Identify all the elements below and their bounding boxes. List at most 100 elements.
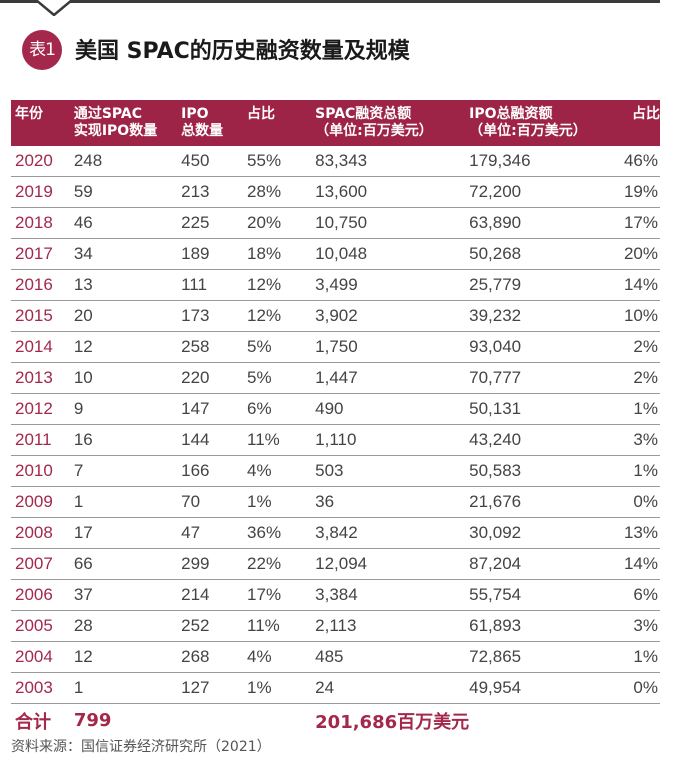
- table-cell: 12%: [247, 300, 316, 332]
- table-cell: 485: [315, 641, 470, 673]
- column-header-line2: 实现IPO数量: [73, 123, 158, 139]
- year-cell: 2013: [11, 362, 74, 394]
- total-label: 合计: [15, 711, 51, 733]
- empty-cell: [247, 704, 315, 738]
- table-cell: 28: [73, 610, 182, 642]
- table-cell: 299: [181, 548, 248, 580]
- table-row: 2004 12 268 4% 485 72,865 1%: [11, 641, 660, 673]
- table-cell: 1,447: [315, 362, 470, 394]
- table-cell: 248: [73, 146, 182, 177]
- table-cell: 3%: [603, 610, 660, 642]
- table-cell: 147: [181, 393, 248, 425]
- table-body: 2020 248 450 55% 83,343 179,346 46% 2019 59 213 28…: [11, 146, 660, 737]
- table-cell: 7: [73, 455, 182, 487]
- table-cell: 83,343: [315, 146, 470, 177]
- top-rule: [0, 0, 660, 3]
- empty-cell: [603, 704, 660, 738]
- table-cell: 268: [181, 641, 248, 673]
- table-cell: 166: [181, 455, 248, 487]
- table-cell: 214: [181, 579, 248, 611]
- year-cell: 2011: [11, 424, 74, 456]
- year-cell: 2005: [11, 610, 74, 642]
- table-row: 2007 66 299 22% 12,094 87,204 14%: [11, 548, 660, 580]
- page-title: 美国 SPAC的历史融资数量及规模: [75, 39, 410, 64]
- table-cell: 46: [73, 207, 182, 239]
- year-cell: 2007: [11, 548, 74, 580]
- column-header-line1: 占比: [632, 106, 660, 122]
- table-cell: 28%: [247, 176, 316, 208]
- total-row: 合计 799 201,686百万美元: [11, 704, 660, 738]
- table-cell: 17: [73, 517, 182, 549]
- table-cell: 1: [73, 672, 182, 704]
- year-cell: 2012: [11, 393, 74, 425]
- year-cell: 2018: [11, 207, 74, 239]
- table-row: 2017 34 189 18% 10,048 50,268 20%: [11, 238, 660, 270]
- column-header-line2: 总数量: [181, 123, 224, 139]
- table-cell: 21,676: [469, 486, 604, 518]
- column-header-line1: IPO: [181, 106, 209, 122]
- table-row: 2015 20 173 12% 3,902 39,232 10%: [11, 300, 660, 332]
- table-cell: 11%: [247, 610, 316, 642]
- table-cell: 1%: [603, 455, 660, 487]
- table-cell: 55%: [247, 146, 316, 177]
- table-cell: 3,384: [315, 579, 470, 611]
- column-header: 占比: [247, 100, 315, 146]
- table-cell: 252: [181, 610, 248, 642]
- table-cell: 3,842: [315, 517, 470, 549]
- table-row: 2010 7 166 4% 503 50,583 1%: [11, 455, 660, 487]
- table-cell: 72,865: [469, 641, 604, 673]
- table-row: 2014 12 258 5% 1,750 93,040 2%: [11, 331, 660, 363]
- table-row: 2019 59 213 28% 13,600 72,200 19%: [11, 176, 660, 208]
- year-cell: 2009: [11, 486, 74, 518]
- table-cell: 127: [181, 672, 248, 704]
- table-cell: 20%: [603, 238, 660, 270]
- table-cell: 25,779: [469, 269, 604, 301]
- table-cell: 1%: [603, 393, 660, 425]
- year-cell: 2008: [11, 517, 74, 549]
- table-cell: 220: [181, 362, 248, 394]
- table-cell: 72,200: [469, 176, 604, 208]
- table-cell: 70: [181, 486, 248, 518]
- year-cell: 2015: [11, 300, 74, 332]
- table-cell: 1%: [247, 486, 316, 518]
- table-cell: 14%: [603, 548, 660, 580]
- column-header-line2: （单位:百万美元）: [469, 123, 587, 139]
- table-cell: 37: [73, 579, 182, 611]
- table-cell: 63,890: [469, 207, 604, 239]
- table-cell: 13,600: [315, 176, 470, 208]
- table-cell: 12%: [247, 269, 316, 301]
- table-cell: 4%: [247, 641, 316, 673]
- year-cell: 2020: [11, 146, 74, 177]
- table-cell: 3,499: [315, 269, 470, 301]
- table-cell: 0%: [603, 672, 660, 704]
- table-cell: 189: [181, 238, 248, 270]
- table-cell: 173: [181, 300, 248, 332]
- total-spac-amount: 201,686百万美元: [315, 711, 470, 733]
- table-cell: 225: [181, 207, 248, 239]
- column-header: IPO总融资额 （单位:百万美元）: [469, 100, 603, 146]
- table-cell: 12,094: [315, 548, 470, 580]
- table-cell: 50,131: [469, 393, 604, 425]
- table-cell: 24: [315, 672, 470, 704]
- column-header-line1: 年份: [15, 106, 43, 122]
- table-cell: 61,893: [469, 610, 604, 642]
- table-cell: 6%: [247, 393, 316, 425]
- spac-table: 年份 通过SPAC 实现IPO数量 IPO 总数量 占比 SPAC融资总额 （单位:百万美元）…: [11, 100, 660, 737]
- table-cell: 9: [73, 393, 182, 425]
- table-row: 2020 248 450 55% 83,343 179,346 46%: [11, 146, 660, 177]
- table-cell: 10,750: [315, 207, 470, 239]
- table-cell: 213: [181, 176, 248, 208]
- table-cell: 13%: [603, 517, 660, 549]
- year-cell: 2006: [11, 579, 74, 611]
- table-cell: 12: [73, 331, 182, 363]
- table-cell: 144: [181, 424, 248, 456]
- empty-cell: [181, 704, 247, 738]
- column-header-line2: （单位:百万美元）: [315, 123, 433, 139]
- column-header: 占比: [603, 100, 660, 146]
- table-row: 2016 13 111 12% 3,499 25,779 14%: [11, 269, 660, 301]
- notch-decoration-icon: [36, 0, 72, 16]
- table-cell: 450: [181, 146, 248, 177]
- table-cell: 43,240: [469, 424, 604, 456]
- table-cell: 11%: [247, 424, 316, 456]
- table-cell: 12: [73, 641, 182, 673]
